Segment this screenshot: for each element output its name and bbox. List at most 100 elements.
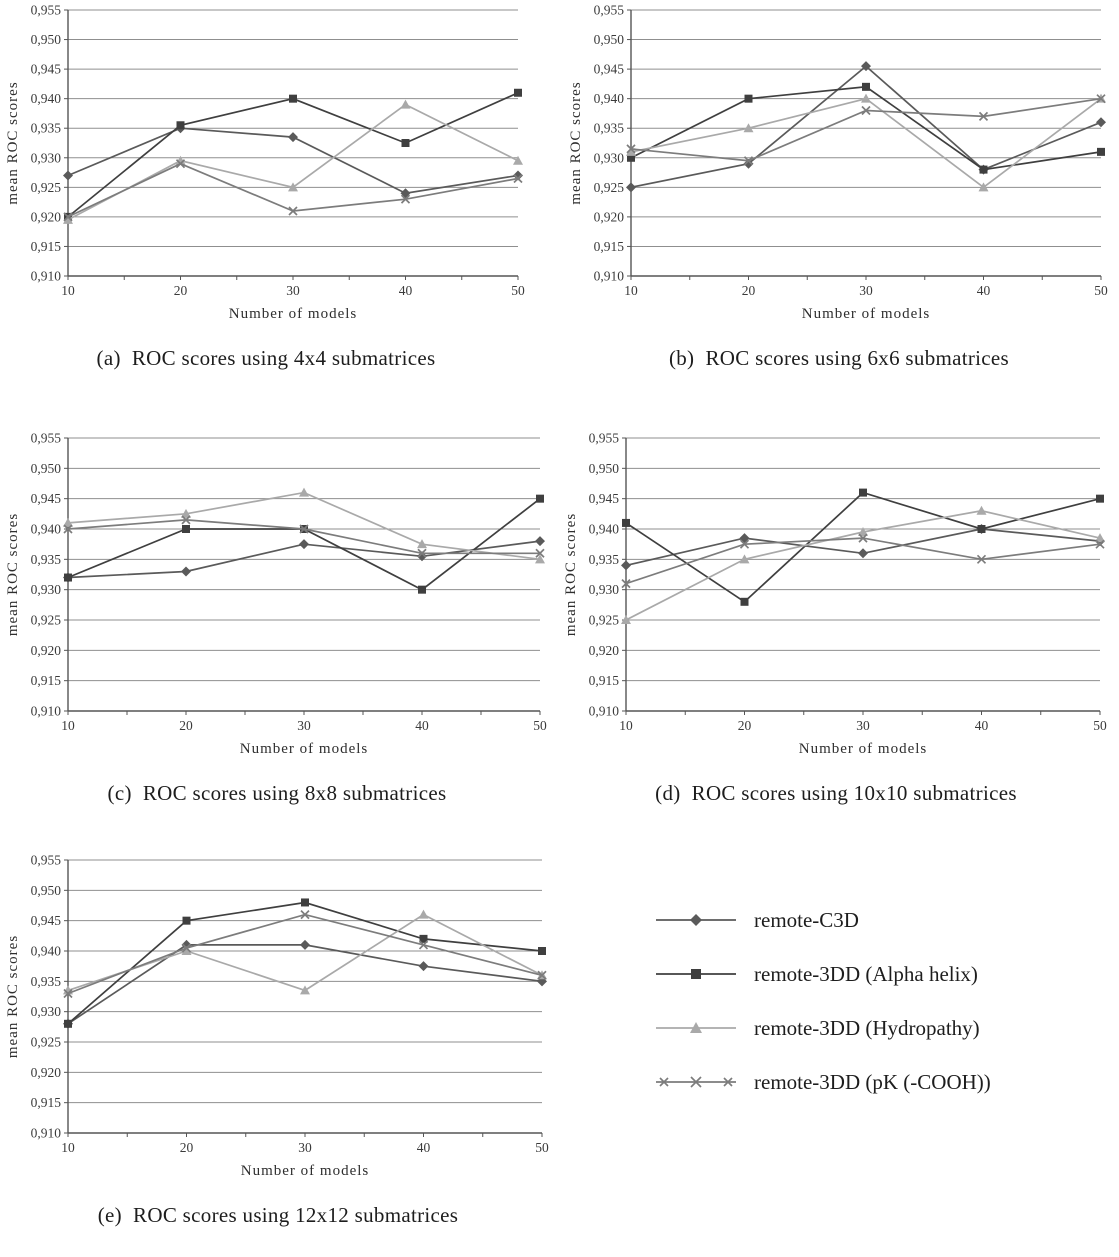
chart-e-plot: 0,910 0,915 0,920 0,925 0,930 0,935 0,940 0,945… [5,853,549,1180]
svg-text:20: 20 [179,718,193,733]
svg-text:Number of models: Number of models [802,306,930,322]
svg-text:0,915: 0,915 [31,1095,62,1110]
diamond-marker-icon [656,914,736,926]
svg-text:10: 10 [61,718,75,733]
svg-text:0,935: 0,935 [31,552,62,567]
chart-block-b: 0,910 0,915 0,920 0,925 0,930 0,935 0,940 0,945… [565,0,1113,371]
chart-d-caption: (d) ROC scores using 10x10 submatrices [655,781,1017,805]
x-marker-icon [656,1076,736,1088]
svg-text:0,955: 0,955 [31,431,62,446]
svg-text:0,940: 0,940 [31,522,62,537]
chart-a-caption: (a) ROC scores using 4x4 submatrices [96,346,436,370]
svg-text:0,925: 0,925 [31,1035,62,1050]
svg-text:Number of models: Number of models [240,741,368,757]
svg-text:20: 20 [180,1140,194,1155]
svg-text:0,925: 0,925 [594,180,625,195]
svg-text:0,945: 0,945 [31,913,62,928]
svg-text:30: 30 [856,718,870,733]
svg-text:0,940: 0,940 [589,522,620,537]
svg-text:Number of models: Number of models [229,306,357,322]
svg-text:0,935: 0,935 [589,552,620,567]
svg-text:0,915: 0,915 [31,239,62,254]
legend-label-hydropathy: remote-3DD (Hydropathy) [754,1015,980,1040]
legend-label-remote-c3d: remote-C3D [754,907,859,932]
legend-item-remote-c3d: remote-C3D [652,893,1092,947]
svg-text:50: 50 [1094,283,1108,298]
legend-item-alpha-helix: remote-3DD (Alpha helix) [652,947,1092,1001]
svg-text:0,955: 0,955 [589,431,620,446]
svg-text:30: 30 [298,1140,312,1155]
svg-text:mean ROC scores: mean ROC scores [5,81,21,204]
chart-b-caption: (b) ROC scores using 6x6 submatrices [668,346,1010,370]
triangle-marker-icon [656,1022,736,1033]
svg-text:0,920: 0,920 [31,1065,62,1080]
chart-e-caption: (e) ROC scores using 12x12 submatrices [97,1203,459,1227]
svg-text:40: 40 [417,1140,431,1155]
chart-d-plot: 0,910 0,915 0,920 0,925 0,930 0,935 0,940 0,945… [563,431,1107,758]
square-marker-icon [656,969,736,979]
svg-text:0,930: 0,930 [31,1004,62,1019]
svg-text:30: 30 [297,718,311,733]
svg-text:0,920: 0,920 [31,209,62,224]
svg-text:0,950: 0,950 [31,32,62,47]
svg-text:50: 50 [511,283,525,298]
svg-text:0,945: 0,945 [31,491,62,506]
chart-block-e: 0,910 0,915 0,920 0,925 0,930 0,935 0,940 0,945… [2,850,554,1228]
chart-c-plot: 0,910 0,915 0,920 0,925 0,930 0,935 0,940 0,945… [5,431,547,758]
legend-box: remote-C3D remote-3DD (Alpha helix) remo… [652,893,1092,1109]
svg-text:20: 20 [174,283,188,298]
chart-a-plot: 0,910 0,915 0,920 0,925 0,930 0,935 0,940 0,945… [5,3,525,323]
svg-text:0,915: 0,915 [589,673,620,688]
svg-text:10: 10 [624,283,638,298]
svg-text:0,920: 0,920 [31,643,62,658]
svg-text:0,945: 0,945 [31,62,62,77]
svg-text:0,935: 0,935 [31,974,62,989]
svg-text:0,955: 0,955 [31,3,62,18]
legend-item-pk-cooh: remote-3DD (pK (-COOH)) [652,1055,1092,1109]
svg-text:0,915: 0,915 [31,673,62,688]
svg-text:0,955: 0,955 [31,853,62,868]
svg-text:0,920: 0,920 [594,209,625,224]
svg-text:Number of models: Number of models [799,741,927,757]
svg-text:0,955: 0,955 [594,3,625,18]
svg-text:0,935: 0,935 [31,121,62,136]
svg-text:50: 50 [533,718,547,733]
svg-text:0,910: 0,910 [31,269,62,284]
svg-text:50: 50 [535,1140,549,1155]
svg-text:0,930: 0,930 [594,150,625,165]
svg-text:0,910: 0,910 [589,704,620,719]
svg-text:40: 40 [415,718,429,733]
svg-text:40: 40 [977,283,991,298]
svg-text:0,945: 0,945 [589,491,620,506]
svg-text:0,910: 0,910 [31,704,62,719]
svg-text:mean ROC scores: mean ROC scores [563,513,579,636]
chart-block-a: 0,910 0,915 0,920 0,925 0,930 0,935 0,940 0,945… [2,0,530,371]
legend-label-alpha-helix: remote-3DD (Alpha helix) [754,961,978,986]
svg-text:Number of models: Number of models [241,1163,369,1179]
legend-item-hydropathy: remote-3DD (Hydropathy) [652,1001,1092,1055]
svg-text:30: 30 [286,283,300,298]
svg-text:0,930: 0,930 [31,582,62,597]
svg-text:0,910: 0,910 [594,269,625,284]
svg-text:10: 10 [619,718,633,733]
svg-text:0,950: 0,950 [589,461,620,476]
svg-text:30: 30 [859,283,873,298]
svg-text:mean ROC scores: mean ROC scores [568,81,584,204]
chart-block-d: 0,910 0,915 0,920 0,925 0,930 0,935 0,940 0,945… [560,428,1112,806]
svg-text:0,940: 0,940 [31,944,62,959]
svg-text:10: 10 [61,1140,75,1155]
svg-text:40: 40 [975,718,989,733]
svg-text:0,930: 0,930 [31,150,62,165]
svg-text:0,920: 0,920 [589,643,620,658]
svg-text:0,935: 0,935 [594,121,625,136]
svg-text:0,925: 0,925 [31,613,62,628]
legend-label-pk-cooh: remote-3DD (pK (-COOH)) [754,1069,991,1094]
svg-text:0,950: 0,950 [31,461,62,476]
svg-text:0,940: 0,940 [594,91,625,106]
svg-text:0,945: 0,945 [594,62,625,77]
svg-text:20: 20 [742,283,756,298]
svg-text:0,940: 0,940 [31,91,62,106]
svg-text:0,910: 0,910 [31,1126,62,1141]
svg-text:10: 10 [61,283,75,298]
